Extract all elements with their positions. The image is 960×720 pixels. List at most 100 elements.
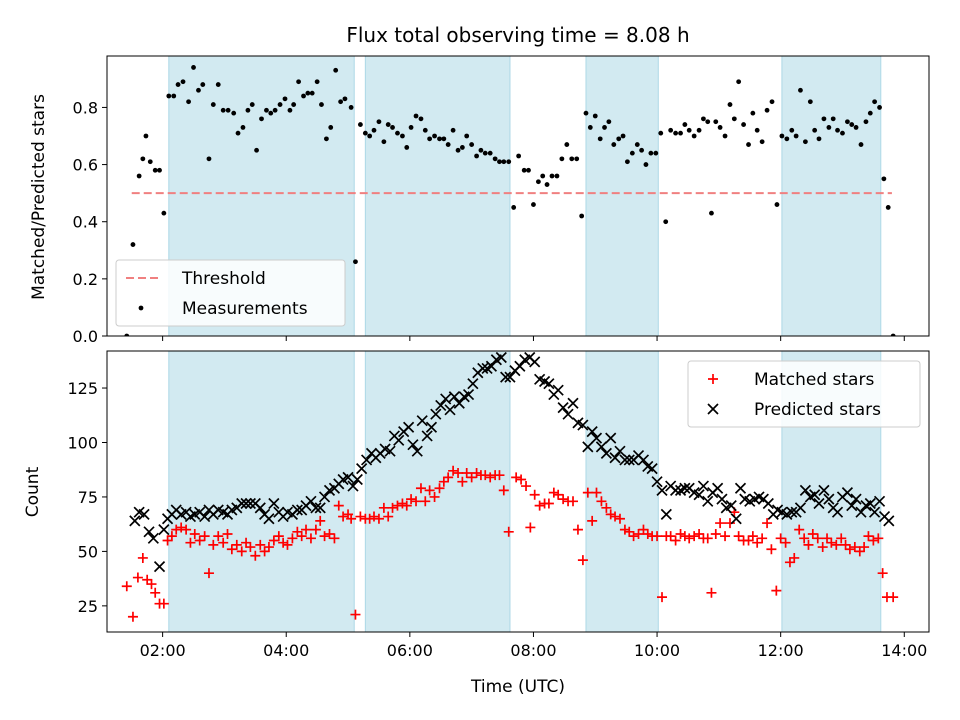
data-point: [408, 125, 414, 130]
data-point: [544, 182, 550, 187]
data-point: [506, 159, 512, 165]
data-point: [709, 210, 714, 216]
y-axis-label-ratio: Matched/Predicted stars: [29, 94, 49, 300]
x-tick-label: 02:00: [140, 641, 186, 660]
data-point: [376, 119, 382, 125]
data-point: [453, 397, 465, 409]
legend-marker: [708, 374, 718, 384]
data-point: [504, 371, 516, 383]
data-point: [747, 531, 758, 542]
data-point: [841, 486, 854, 499]
data-point: [467, 378, 479, 390]
data-point: [762, 497, 774, 510]
data-point: [348, 105, 354, 110]
data-point: [602, 125, 607, 130]
data-point: [864, 497, 876, 510]
data-point: [844, 544, 855, 555]
y-tick-label: 100: [67, 433, 98, 452]
data-point: [147, 159, 153, 165]
data-point: [444, 404, 456, 416]
data-point: [609, 452, 621, 464]
data-point: [411, 496, 422, 507]
data-point: [705, 119, 711, 125]
data-point: [686, 127, 692, 133]
data-point: [291, 504, 303, 516]
data-point: [264, 107, 269, 113]
data-point: [600, 447, 612, 459]
data-point: [392, 500, 403, 511]
data-point: [639, 147, 645, 153]
data-point: [826, 125, 832, 130]
data-point: [373, 513, 384, 524]
data-point: [850, 493, 862, 505]
data-point: [241, 537, 252, 548]
data-point: [741, 122, 746, 127]
data-point: [453, 467, 464, 478]
data-point: [130, 242, 136, 247]
data-point: [835, 127, 840, 133]
data-point: [743, 535, 754, 546]
data-point: [222, 528, 233, 539]
data-point: [384, 445, 396, 457]
data-point: [665, 531, 676, 542]
data-point: [338, 99, 344, 105]
data-point: [867, 110, 873, 116]
data-point: [646, 463, 658, 475]
data-point: [762, 518, 773, 529]
data-point: [196, 87, 201, 93]
data-point: [521, 167, 527, 173]
data-point: [150, 587, 161, 598]
data-point: [577, 419, 589, 431]
data-point: [840, 539, 851, 550]
data-point: [766, 544, 777, 555]
data-point: [511, 205, 517, 210]
legend-label: Measurements: [182, 299, 308, 319]
data-point: [333, 67, 339, 73]
data-point: [799, 484, 811, 497]
data-point: [746, 142, 751, 147]
data-point: [794, 502, 807, 514]
y-tick-label: 50: [78, 542, 98, 561]
data-point: [702, 495, 714, 507]
data-point: [397, 498, 408, 509]
data-point: [457, 476, 468, 487]
data-point: [764, 107, 770, 113]
data-point: [137, 552, 148, 563]
x-axis-label: Time (UTC): [470, 677, 565, 697]
data-point: [132, 572, 143, 583]
data-point: [822, 533, 833, 544]
data-point: [717, 125, 723, 130]
data-point: [888, 592, 899, 603]
data-point: [873, 495, 886, 507]
data-point: [855, 506, 867, 518]
data-point: [623, 454, 635, 466]
data-point: [592, 113, 598, 119]
data-point: [407, 439, 419, 451]
data-point: [175, 82, 181, 87]
data-point: [652, 531, 663, 542]
data-point: [549, 173, 555, 179]
data-point: [176, 522, 187, 533]
data-point: [535, 179, 541, 185]
data-point: [830, 116, 836, 122]
data-point: [171, 93, 177, 99]
data-point: [140, 156, 146, 162]
plot-frame: [106, 55, 930, 337]
data-point: [136, 173, 142, 179]
legend-label: Predicted stars: [754, 400, 881, 420]
data-point: [353, 259, 358, 265]
data-point: [577, 555, 588, 566]
data-point: [278, 537, 289, 548]
data-point: [715, 518, 726, 529]
data-point: [464, 133, 470, 139]
data-point: [138, 508, 150, 520]
data-point: [166, 93, 172, 99]
data-point: [200, 82, 206, 87]
data-point: [437, 136, 442, 142]
data-point: [757, 533, 768, 544]
data-point: [355, 511, 366, 522]
data-point: [469, 142, 475, 147]
data-point: [314, 79, 320, 85]
data-point: [869, 506, 881, 518]
